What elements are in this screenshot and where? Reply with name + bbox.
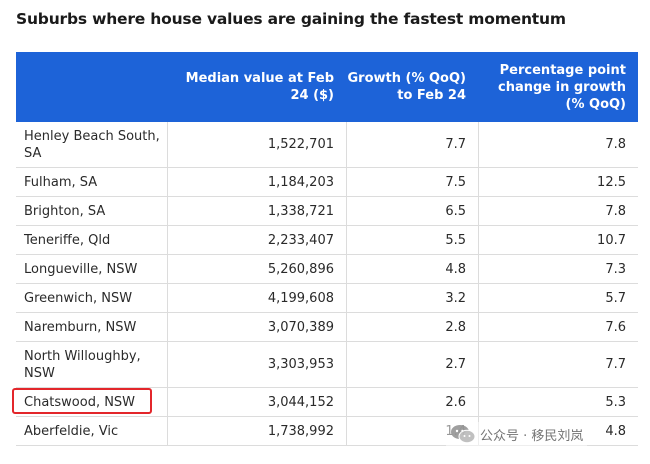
table-row: Brighton, SA 1,338,721 6.5 7.8 [16,197,638,226]
pp-change-cell: 5.7 [478,284,638,312]
suburb-cell: North Willoughby, NSW [24,348,141,381]
median-value-cell: 3,303,953 [167,342,346,387]
header-pp-change: Percentage point change in growth (% QoQ… [497,62,626,112]
wechat-icon [451,425,476,444]
growth-cell: 5.5 [346,226,478,254]
pp-change-cell: 5.3 [478,388,638,416]
watermark-text: 公众号 · 移民刘岚 [480,428,584,444]
suburb-cell: Greenwich, NSW [24,290,133,306]
table-row: Chatswood, NSW 3,044,152 2.6 5.3 [16,388,638,417]
suburb-cell: Aberfeldie, Vic [24,423,119,439]
pp-change-cell: 7.3 [478,255,638,283]
highlight-box [12,388,152,414]
growth-cell: 7.7 [346,122,478,167]
table-header: Median value at Feb 24 ($) Growth (% QoQ… [16,52,638,122]
pp-change-cell: 10.7 [478,226,638,254]
suburb-cell: Fulham, SA [24,174,98,190]
watermark: 公众号 · 移民刘岚 [446,422,588,446]
table-row: Greenwich, NSW 4,199,608 3.2 5.7 [16,284,638,313]
table-body: Henley Beach South, SA 1,522,701 7.7 7.8 Ful… [16,122,638,446]
median-value-cell: 3,070,389 [167,313,346,341]
growth-cell: 7.5 [346,168,478,196]
header-suburb [16,52,167,122]
table-row: Longueville, NSW 5,260,896 4.8 7.3 [16,255,638,284]
suburb-cell: Henley Beach South, SA [24,128,160,161]
median-value-cell: 1,522,701 [167,122,346,167]
median-value-cell: 5,260,896 [167,255,346,283]
pp-change-cell: 7.8 [478,197,638,225]
growth-cell: 3.2 [346,284,478,312]
suburb-cell: Naremburn, NSW [24,319,137,335]
data-table: Median value at Feb 24 ($) Growth (% QoQ… [16,52,638,446]
suburb-cell: Longueville, NSW [24,261,138,277]
pp-change-cell: 7.6 [478,313,638,341]
pp-change-cell: 7.8 [478,122,638,167]
median-value-cell: 1,184,203 [167,168,346,196]
suburb-cell: Teneriffe, Qld [24,232,111,248]
median-value-cell: 1,738,992 [167,417,346,445]
median-value-cell: 4,199,608 [167,284,346,312]
pp-change-cell: 7.7 [478,342,638,387]
table-row: Fulham, SA 1,184,203 7.5 12.5 [16,168,638,197]
pp-change-cell: 12.5 [478,168,638,196]
suburb-cell: Chatswood, NSW [24,394,136,410]
median-value-cell: 3,044,152 [167,388,346,416]
median-value-cell: 2,233,407 [167,226,346,254]
table-row: North Willoughby, NSW 3,303,953 2.7 7.7 [16,342,638,388]
header-growth: Growth (% QoQ) to Feb 24 [347,71,467,103]
table-row: Teneriffe, Qld 2,233,407 5.5 10.7 [16,226,638,255]
growth-cell: 4.8 [346,255,478,283]
chart-title: Suburbs where house values are gaining t… [16,10,566,28]
table-row: Henley Beach South, SA 1,522,701 7.7 7.8 [16,122,638,168]
median-value-cell: 1,338,721 [167,197,346,225]
growth-cell: 2.8 [346,313,478,341]
growth-cell: 6.5 [346,197,478,225]
header-median-value: Median value at Feb 24 ($) [185,71,334,103]
suburb-cell: Brighton, SA [24,203,106,219]
growth-cell: 2.6 [346,388,478,416]
growth-cell: 2.7 [346,342,478,387]
table-row: Naremburn, NSW 3,070,389 2.8 7.6 [16,313,638,342]
